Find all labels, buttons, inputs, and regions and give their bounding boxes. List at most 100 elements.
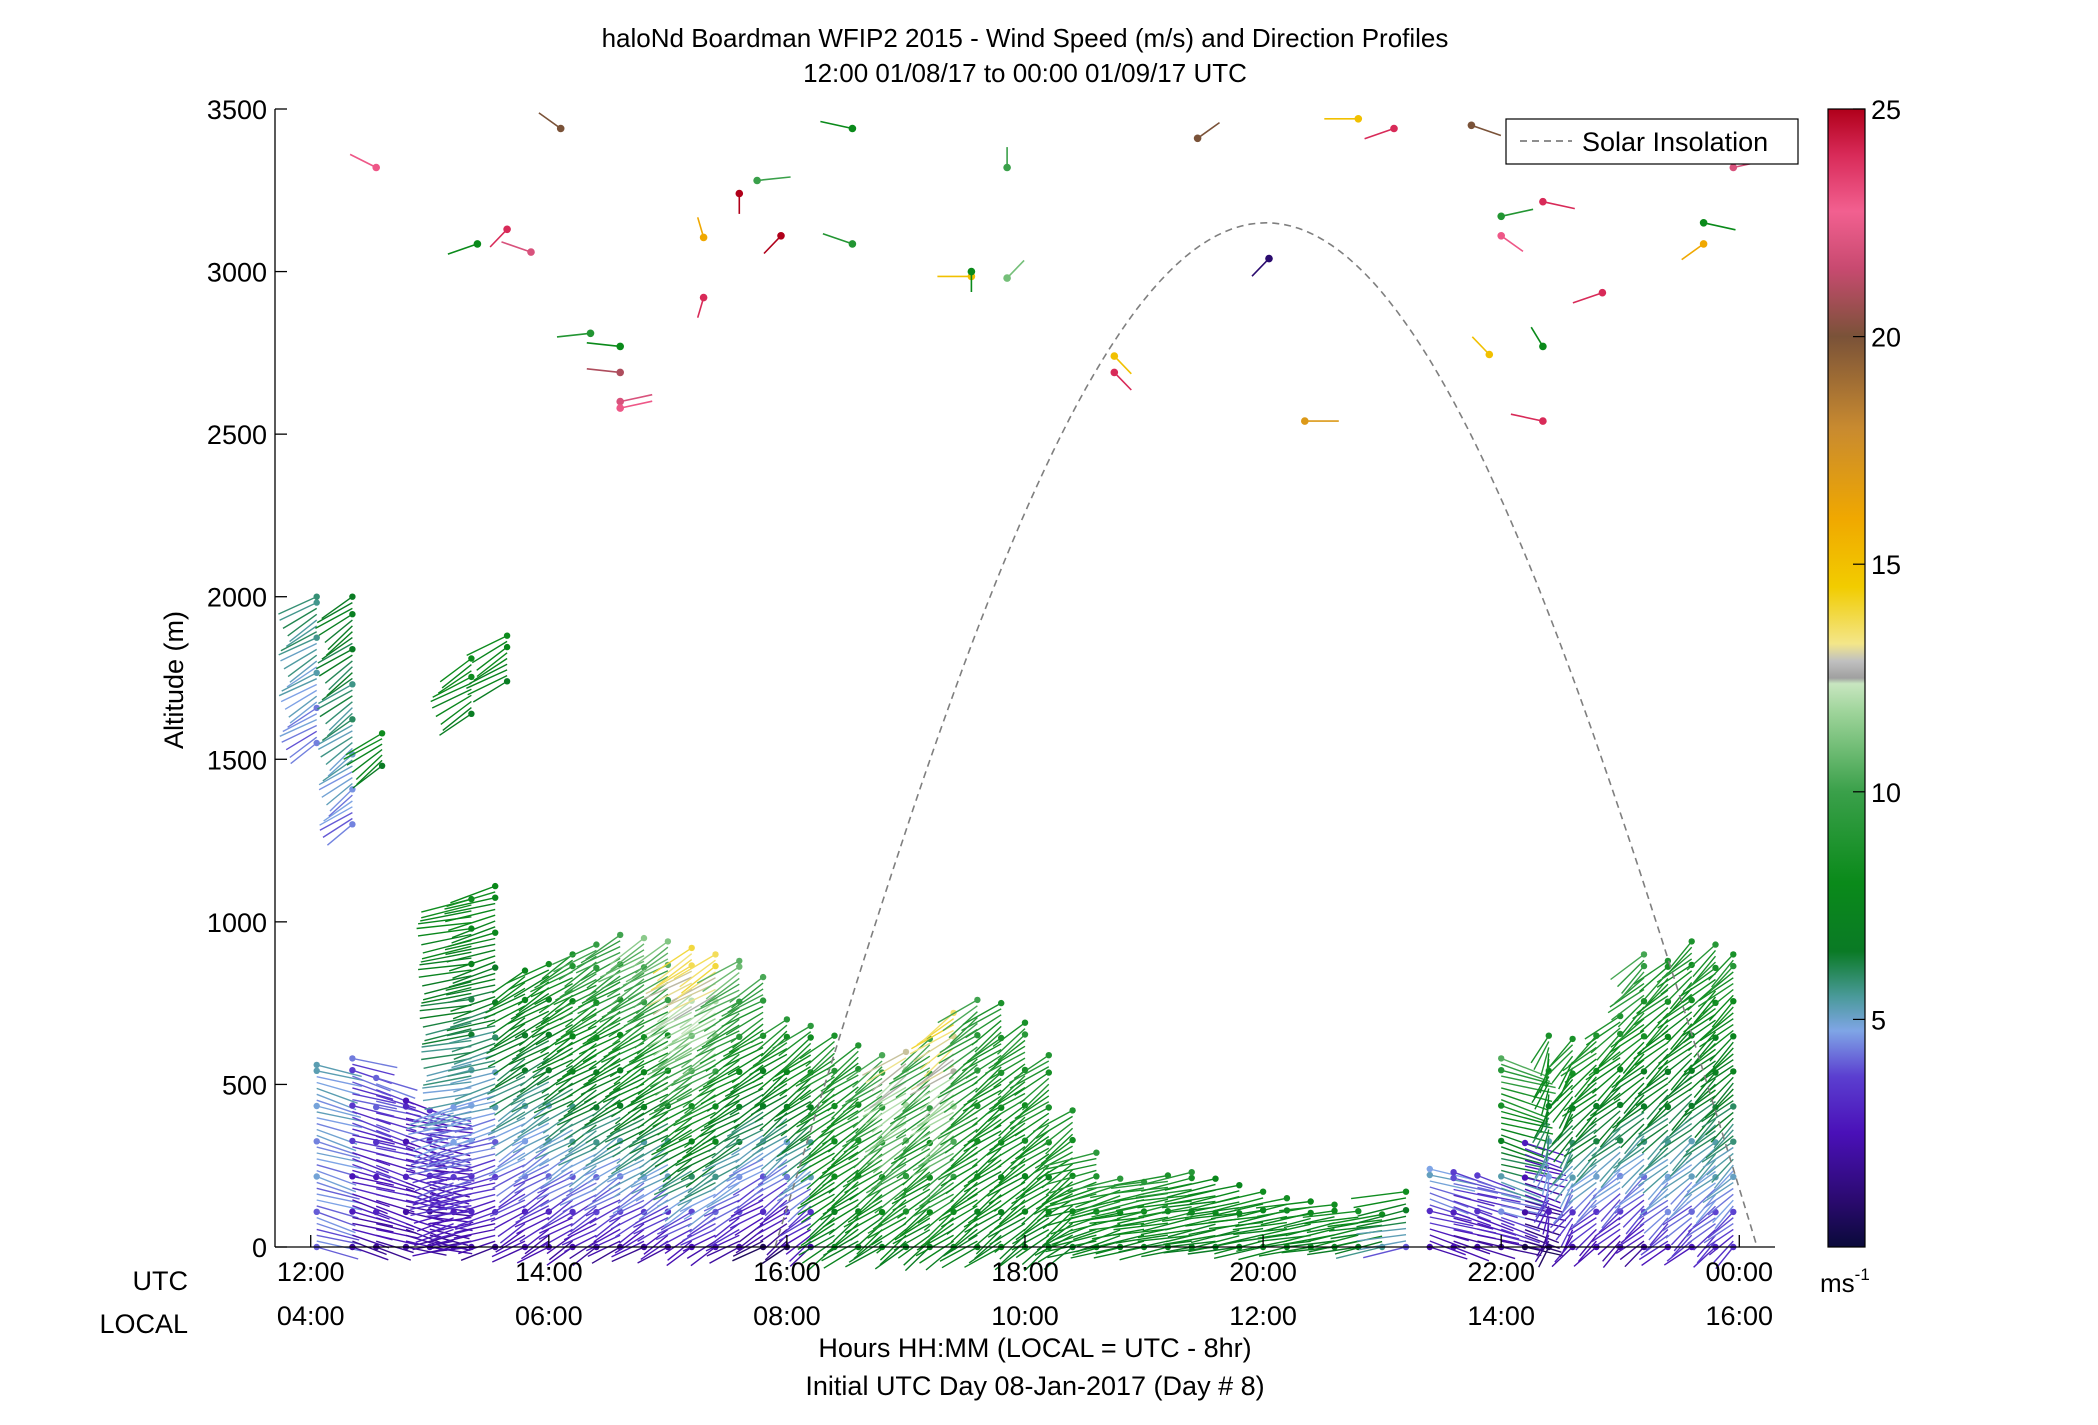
wind-barb [764, 1228, 788, 1249]
wind-barb [950, 1058, 978, 1086]
wind-barb [1597, 1074, 1621, 1102]
wind-barb [1713, 1082, 1734, 1109]
wind-barb [536, 1047, 573, 1069]
wind-barb-point [1498, 1173, 1505, 1180]
wind-barb-point [664, 1173, 672, 1180]
wind-barb [279, 601, 318, 621]
wind-barb [914, 1117, 954, 1144]
wind-barb [950, 1175, 978, 1203]
wind-barb [1477, 1234, 1520, 1245]
wind-barb [559, 1112, 597, 1133]
wind-barb [1570, 1064, 1597, 1091]
wind-barb [1681, 978, 1716, 1004]
wind-barb [376, 1234, 418, 1246]
wind-barb [589, 1228, 621, 1247]
wind-barb [516, 1216, 550, 1235]
wind-barb [449, 1100, 496, 1113]
wind-barb [412, 1193, 454, 1206]
upper-wind-barb [757, 176, 791, 182]
wind-barb [1682, 1019, 1716, 1044]
wind-barb-point [468, 710, 475, 717]
wind-barb [1639, 1007, 1669, 1033]
wind-barb-point [313, 1102, 320, 1110]
wind-barb [1139, 1171, 1192, 1186]
wind-barb [1591, 1133, 1621, 1157]
wind-barb [637, 1246, 669, 1264]
wind-barb [517, 1116, 550, 1139]
wind-barb [1044, 1163, 1097, 1177]
wind-barb [556, 1060, 597, 1082]
wind-barb [1501, 1110, 1551, 1126]
wind-barb [702, 966, 740, 993]
wind-barb [424, 981, 472, 995]
wind-barb [927, 1211, 955, 1238]
wind-barb [786, 1124, 812, 1149]
wind-barb-point [1521, 1174, 1529, 1181]
wind-barb [1592, 1228, 1621, 1249]
wind-barb [890, 1107, 931, 1132]
wind-barb [1045, 1175, 1074, 1202]
wind-barb-point [468, 1208, 475, 1215]
wind-barb [645, 1011, 693, 1036]
wind-barb [510, 1087, 550, 1106]
wind-barb [420, 910, 472, 922]
wind-barb [731, 1111, 764, 1134]
wind-barb [608, 1170, 645, 1190]
wind-barb [862, 1051, 907, 1076]
wind-barb [1037, 1240, 1073, 1263]
wind-barb [352, 1128, 393, 1142]
wind-barb [968, 1217, 1002, 1241]
wind-barb-point [1730, 1173, 1737, 1181]
wind-barb [450, 996, 496, 1012]
wind-barb-point [492, 882, 499, 890]
wind-barb [993, 1063, 1026, 1089]
wind-barb [316, 1123, 360, 1137]
profile-column [466, 632, 511, 703]
wind-barb [827, 1086, 859, 1112]
wind-barb [316, 1181, 358, 1197]
wind-barb [1711, 1170, 1734, 1194]
wind-barb [733, 1193, 764, 1214]
wind-barb [1670, 1181, 1693, 1205]
wind-barb [1647, 1100, 1669, 1127]
wind-barb [962, 1002, 1002, 1026]
wind-barb [611, 1240, 645, 1258]
wind-barb [632, 1099, 669, 1121]
wind-barb [757, 1164, 788, 1186]
wind-barb [324, 660, 353, 684]
wind-barb [496, 1058, 526, 1082]
wind-barb-point [1402, 1188, 1410, 1195]
wind-barb [750, 1088, 788, 1111]
wind-barb-point [1426, 1165, 1434, 1173]
wind-barb [1111, 1186, 1168, 1195]
x-tick-label-local: 16:00 [1705, 1301, 1773, 1331]
wind-barb [282, 607, 318, 630]
wind-barb [781, 1153, 812, 1177]
wind-barb-point [1045, 1052, 1053, 1059]
wind-barb [290, 742, 318, 765]
wind-barb [994, 1205, 1026, 1230]
wind-barb [1597, 1169, 1621, 1193]
wind-barb [535, 1023, 573, 1046]
profile-column [349, 1055, 398, 1261]
wind-barb [454, 1118, 496, 1133]
wind-barb [1009, 1106, 1050, 1130]
wind-barb [1550, 1038, 1574, 1066]
wind-barb-point [1617, 1208, 1624, 1215]
wind-barb [678, 1117, 716, 1141]
wind-barb [764, 1240, 788, 1261]
wind-barb [318, 654, 353, 677]
wind-barb [775, 1106, 812, 1129]
wind-barb-point [759, 1208, 767, 1216]
wind-barb [1662, 1211, 1693, 1232]
y-tick-label: 2000 [207, 583, 267, 613]
wind-barb [570, 1211, 597, 1233]
wind-barb [612, 1193, 645, 1215]
wind-barb-point [974, 1032, 981, 1039]
wind-barb [961, 1008, 1002, 1032]
wind-barb [522, 1187, 550, 1209]
wind-barb [940, 1163, 978, 1187]
wind-barb [676, 1141, 716, 1163]
wind-barb [1619, 1082, 1645, 1109]
wind-barb [1095, 1234, 1145, 1248]
